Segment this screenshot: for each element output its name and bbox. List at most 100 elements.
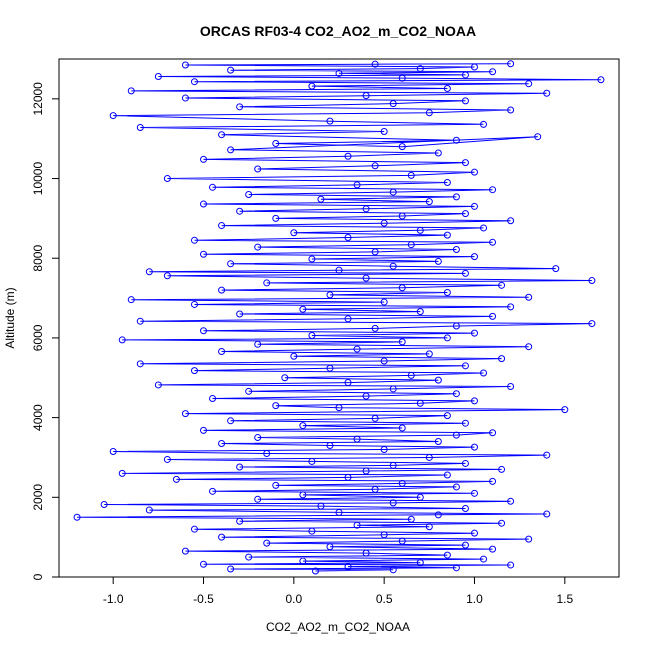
data-point [461,459,469,467]
data-point [489,186,497,194]
data-point [461,210,469,218]
y-tick-label: 6000 [31,324,45,351]
data-point [127,296,135,304]
x-axis-label: CO2_AO2_m_CO2_NOAA [266,620,410,634]
data-point [434,257,442,265]
data-point [326,291,334,299]
data-point [200,200,208,208]
data-point [470,63,478,71]
data-point [507,561,515,569]
data-point [245,387,253,395]
data-point [181,547,189,555]
data-point [461,362,469,370]
data-point [461,419,469,427]
data-point [335,69,343,77]
data-point [362,549,370,557]
data-point [227,417,235,425]
data-point [389,100,397,108]
data-point [254,243,262,251]
data-point [245,190,253,198]
data-point [154,381,162,389]
data-point [254,340,262,348]
data-point [209,487,217,495]
data-point [236,207,244,215]
data-point [145,506,153,514]
data-point [443,334,451,342]
data-point [344,152,352,160]
data-point [425,198,433,206]
data-point [597,76,605,84]
data-point [200,327,208,335]
data-point [470,329,478,337]
chart-title: ORCAS RF03-4 CO2_AO2_m_CO2_NOAA [200,23,476,39]
data-point [73,513,81,521]
data-point [525,80,533,88]
data-point [344,473,352,481]
data-point [362,92,370,100]
data-point [263,539,271,547]
data-point [281,374,289,382]
data-point [272,402,280,410]
data-point [489,429,497,437]
data-point [263,279,271,287]
data-point [308,82,316,90]
data-point [326,364,334,372]
data-point [588,277,596,285]
data-point [525,535,533,543]
data-point [380,531,388,539]
data-point [416,65,424,73]
data-point [461,504,469,512]
data-point [136,317,144,325]
data-point [452,564,460,572]
data-point [389,499,397,507]
x-axis: -1.0 -0.5 0.0 0.5 1.0 1.5 [103,576,573,606]
data-point [461,71,469,79]
data-point [470,529,478,537]
data-point [498,465,506,473]
data-point [254,495,262,503]
data-point [461,159,469,167]
data-point [507,217,515,225]
data-point [100,500,108,508]
data-point [543,451,551,459]
data-point [489,312,497,320]
y-tick-label: 0 [31,573,45,580]
data-point [543,89,551,97]
data-point [398,424,406,432]
data-point [335,266,343,274]
data-point [172,475,180,483]
data-point [335,404,343,412]
data-point [498,281,506,289]
data-point [308,527,316,535]
data-point [461,269,469,277]
data-point [470,202,478,210]
data-point [109,447,117,455]
data-point [452,483,460,491]
data-point [461,97,469,105]
data-point [353,345,361,353]
data-point [163,455,171,463]
data-point [312,567,320,575]
data-point [272,139,280,147]
data-point [326,543,334,551]
data-point [308,255,316,263]
data-point [552,265,560,273]
data-point [416,559,424,567]
data-point [344,234,352,242]
data-point [398,74,406,82]
x-tick-label: 0.5 [376,592,393,606]
data-point [380,298,388,306]
data-point [254,434,262,442]
data-point [389,385,397,393]
data-point [434,438,442,446]
data-point [227,146,235,154]
data-point [200,560,208,568]
data-point [218,286,226,294]
data-point [299,305,307,313]
data-point [443,179,451,187]
data-point [461,541,469,549]
y-tick-label: 12000 [31,82,45,116]
data-point [163,175,171,183]
data-point [190,367,198,375]
data-point [398,537,406,545]
